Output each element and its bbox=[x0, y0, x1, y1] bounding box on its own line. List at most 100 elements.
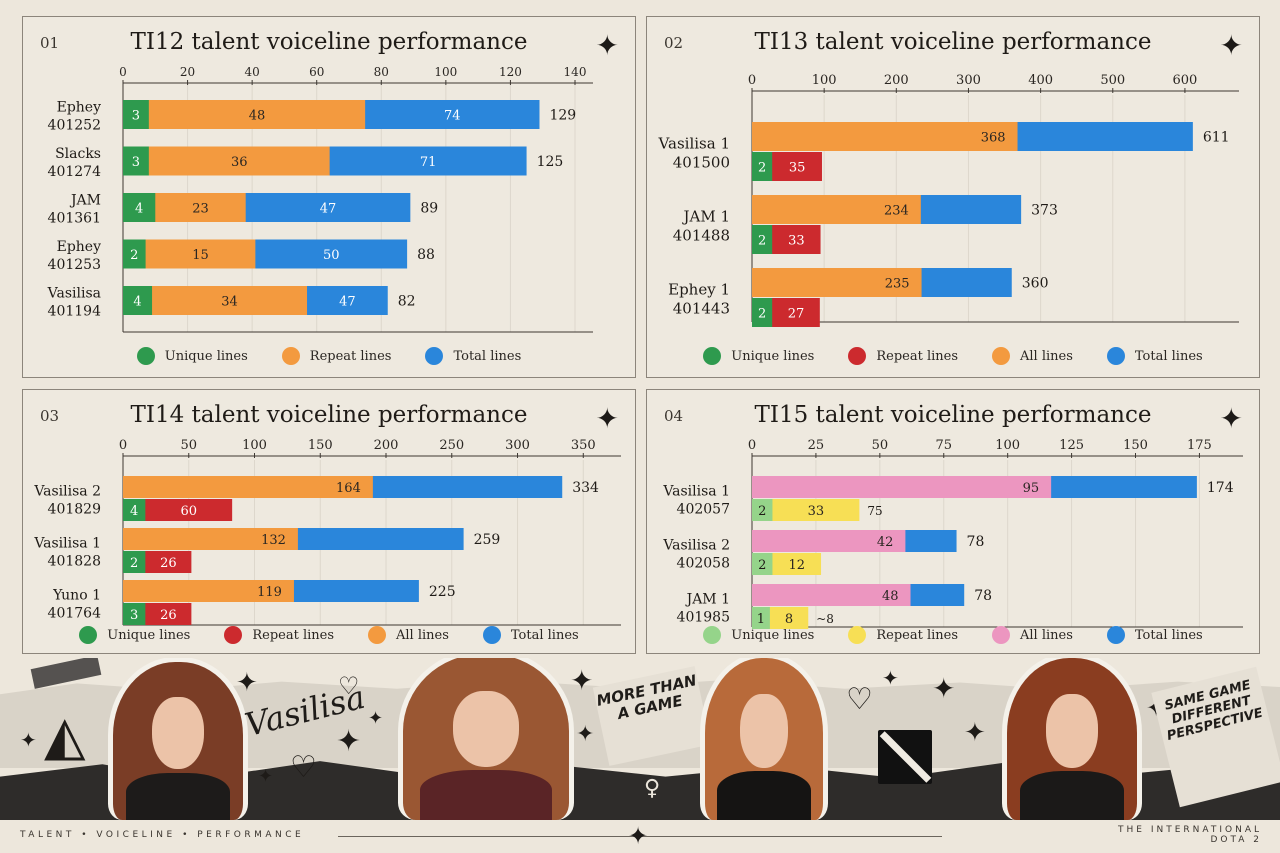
x-tick-label: 0 bbox=[748, 73, 756, 88]
legend-swatch bbox=[992, 626, 1010, 644]
x-tick-label: 120 bbox=[499, 65, 522, 79]
bar-all-lines bbox=[123, 580, 294, 602]
legend-swatch bbox=[1106, 347, 1125, 365]
heart-icon: ♡ bbox=[338, 672, 360, 700]
category-id: 401252 bbox=[48, 118, 101, 134]
category-id: 401828 bbox=[48, 554, 101, 570]
bar-value-label: 2 bbox=[758, 161, 766, 176]
bar-all-lines bbox=[752, 584, 911, 606]
bar-unique-lines bbox=[123, 146, 149, 176]
bar-repeat-lines bbox=[123, 100, 366, 129]
x-tick-label: 300 bbox=[956, 73, 981, 88]
category-id: 402057 bbox=[677, 502, 730, 518]
heart-icon: ♡ bbox=[846, 682, 873, 717]
bar-value-label: 2 bbox=[758, 504, 766, 519]
bar-value-label: 48 bbox=[249, 109, 266, 124]
bar-value-label: 42 bbox=[877, 535, 894, 550]
bar-value-label: 3 bbox=[132, 155, 140, 170]
sparkle-icon: ✦ bbox=[628, 822, 649, 850]
chart-panel-ti14: 03 TI14 talent voiceline performance ✦ 0… bbox=[22, 389, 636, 654]
chart-panel-ti13: 02 TI13 talent voiceline performance ✦ 0… bbox=[646, 16, 1260, 378]
legend-swatch bbox=[482, 626, 501, 644]
bar-all-lines bbox=[752, 476, 1052, 498]
x-tick-label: 300 bbox=[505, 438, 530, 453]
category-label: JAM 1 bbox=[685, 592, 730, 608]
x-tick-label: 175 bbox=[1187, 438, 1212, 453]
x-tick-label: 150 bbox=[308, 438, 333, 453]
legend-item: Total lines bbox=[1106, 626, 1203, 644]
x-tick-label: 125 bbox=[1059, 438, 1084, 453]
total-value-label: 225 bbox=[429, 584, 456, 600]
bar-unique-lines bbox=[123, 286, 153, 315]
legend-label: Total lines bbox=[453, 348, 522, 364]
legend-label: Repeat lines bbox=[876, 627, 958, 643]
category-label: Vasilisa 1 bbox=[662, 484, 730, 500]
x-tick-label: 600 bbox=[1173, 73, 1198, 88]
legend-swatch bbox=[224, 626, 243, 644]
bar-value-label: 2 bbox=[130, 248, 138, 263]
bar-chart-ti12: 0 20 40 60 80 100 120 140 Ephey 401252 74 48 3 129 Sla… bbox=[47, 65, 593, 333]
total-value-label: 78 bbox=[974, 588, 992, 604]
total-value-label: 259 bbox=[474, 532, 501, 548]
bar-unique-lines bbox=[752, 225, 773, 254]
footer-divider bbox=[338, 836, 942, 837]
category-id: 401488 bbox=[673, 227, 730, 245]
legend-swatch bbox=[848, 626, 867, 644]
chart-legend: Unique lines Repeat lines All lines Total l… bbox=[23, 626, 635, 644]
pin-icon: ♀ bbox=[644, 776, 661, 801]
clothing bbox=[419, 770, 553, 820]
portrait-1 bbox=[108, 658, 248, 820]
clothing bbox=[126, 772, 230, 820]
category-label: Vasilisa 1 bbox=[658, 135, 730, 153]
panel-number: 04 bbox=[664, 407, 684, 425]
collage-strip: ◭ ✦ Vasilisa ✦ ♡ ✦ ♡ ✦ ✦ ✦ MORE THAN A G… bbox=[0, 658, 1280, 820]
legend-label: Unique lines bbox=[107, 627, 191, 643]
category-label: Vasilisa 2 bbox=[662, 538, 730, 554]
bar-value-label: 368 bbox=[981, 131, 1006, 146]
sparkle-icon: ✦ bbox=[336, 724, 362, 759]
portrait-4 bbox=[1002, 658, 1142, 820]
legend-swatch bbox=[1106, 626, 1125, 644]
bar-value-label: 71 bbox=[420, 155, 437, 170]
bar-value-label: 119 bbox=[257, 585, 282, 600]
bar-value-label: 23 bbox=[192, 202, 209, 217]
category-id: 402058 bbox=[677, 556, 730, 572]
bar-unique-lines bbox=[752, 553, 773, 575]
bar-value-label: 47 bbox=[339, 295, 356, 310]
legend-label: Repeat lines bbox=[252, 627, 334, 643]
category-label: JAM 1 bbox=[681, 208, 730, 226]
bar-value-label: 3 bbox=[132, 109, 140, 124]
sparkle-icon: ✦ bbox=[882, 666, 899, 690]
chart-panel-ti12: 01 TI12 talent voiceline performance ✦ 0… bbox=[22, 16, 636, 378]
legend-label: Repeat lines bbox=[309, 348, 392, 364]
panel-number: 02 bbox=[664, 34, 684, 52]
bar-chart-ti14: 0 50 100 150 200 250 300 350 Vasilisa 2 401829 164… bbox=[33, 438, 621, 626]
x-tick-label: 250 bbox=[439, 438, 464, 453]
x-tick-label: 100 bbox=[812, 73, 837, 88]
category-id: 401274 bbox=[48, 164, 102, 180]
sparkle-icon: ✦ bbox=[595, 402, 619, 435]
total-value-label: 125 bbox=[537, 154, 564, 170]
bar-repeat-lines bbox=[123, 146, 330, 176]
legend-item: Repeat lines bbox=[848, 626, 958, 644]
bar-value-label: 95 bbox=[1023, 481, 1040, 496]
legend-swatch bbox=[281, 347, 300, 365]
bar-value-label: 1 bbox=[757, 612, 765, 627]
sparkle-icon: ✦ bbox=[932, 672, 956, 705]
sparkle-icon: ✦ bbox=[964, 718, 986, 748]
total-value-label: 88 bbox=[417, 247, 435, 263]
legend-label: Unique lines bbox=[164, 348, 248, 364]
category-id: 401253 bbox=[48, 257, 101, 273]
x-tick-label: 200 bbox=[374, 438, 399, 453]
bar-value-label: 3 bbox=[130, 608, 138, 623]
bar-all-lines bbox=[752, 122, 1018, 151]
sparkle-icon: ✦ bbox=[576, 722, 595, 747]
bar-value-label: 8 bbox=[785, 612, 793, 627]
category-label: Vasilisa 1 bbox=[33, 536, 101, 552]
x-tick-label: 200 bbox=[884, 73, 909, 88]
legend-item: Unique lines bbox=[703, 626, 814, 644]
x-tick-label: 150 bbox=[1123, 438, 1148, 453]
legend-item: Total lines bbox=[482, 626, 579, 644]
bar-value-label: 132 bbox=[261, 533, 286, 548]
